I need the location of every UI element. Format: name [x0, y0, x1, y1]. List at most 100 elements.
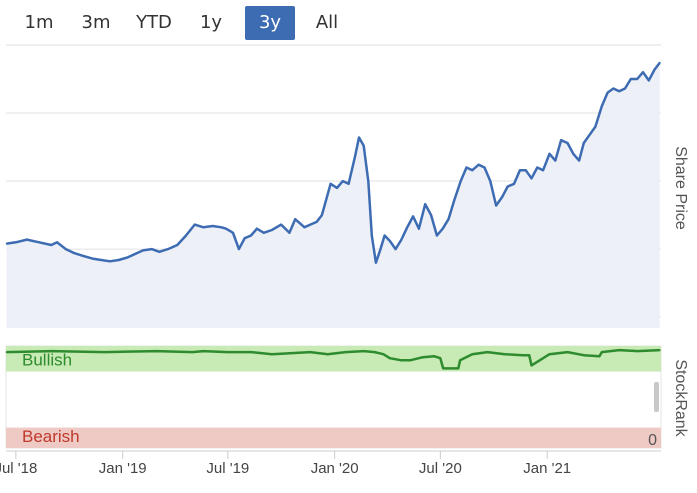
share-price-point [647, 79, 650, 82]
stockrank-point [422, 356, 424, 359]
share-price-point [238, 248, 240, 251]
stockrank-point [459, 359, 461, 362]
share-price-point [489, 180, 492, 183]
share-price-point [519, 169, 521, 172]
zone-band-bullish [6, 346, 661, 372]
share-price-point [400, 238, 403, 241]
stockrank-point [636, 350, 639, 352]
share-price-point [554, 159, 557, 162]
stockrank-point [373, 351, 376, 353]
share-price-point [202, 226, 205, 229]
share-price-point [135, 252, 138, 255]
range-button-1y[interactable]: 1y [199, 12, 223, 33]
share-price-point [354, 155, 356, 158]
stockrank-point [362, 350, 365, 352]
share-price-point [572, 152, 575, 155]
x-tick-label: Jul '20 [419, 460, 462, 477]
range-button-3m[interactable]: 3m [81, 12, 111, 33]
share-price-point [653, 68, 656, 71]
stockrank-point [344, 351, 347, 353]
stockrank-point [442, 367, 445, 370]
share-price-point [394, 248, 397, 251]
stockrank-panel-handle[interactable] [654, 382, 659, 412]
stockrank-point [521, 354, 524, 357]
stockrank-point [326, 353, 329, 356]
share-price-point [50, 244, 53, 246]
share-price-point [412, 215, 414, 218]
share-price-point [176, 244, 179, 246]
stockrank-point [103, 351, 106, 353]
zone-band-bearish [6, 427, 661, 448]
share-price-point [142, 249, 144, 252]
stockrank-point [566, 351, 569, 353]
share-price-point [506, 185, 509, 188]
range-button-all[interactable]: All [315, 12, 339, 33]
share-price-point [375, 261, 377, 264]
share-price-point [347, 182, 350, 185]
stockrank-point [382, 353, 385, 356]
share-price-point [588, 133, 591, 136]
share-price-point [117, 259, 120, 261]
share-price-point [243, 237, 246, 240]
share-price-point [321, 214, 323, 217]
stockrank-point [530, 364, 533, 367]
share-price-point [388, 240, 391, 242]
stockrank-point [291, 352, 294, 354]
share-price-point [38, 241, 40, 244]
range-selector: 1m 3m YTD 1y 3y All [0, 6, 400, 42]
share-price-point [336, 187, 338, 189]
stockrank-point [409, 359, 411, 362]
share-price-point [309, 223, 312, 226]
share-price-point [158, 250, 161, 253]
share-price-point [636, 78, 639, 80]
share-price-point [441, 227, 444, 230]
share-price-point [211, 225, 214, 227]
stockrank-y-tick-label: 0 [648, 432, 657, 449]
zone-label-bearish: Bearish [22, 427, 80, 446]
share-price-point [362, 144, 365, 147]
share-price-point [294, 218, 297, 221]
stockrank-point [51, 350, 53, 352]
stockrank-point [156, 350, 158, 352]
share-price-point [477, 163, 480, 166]
share-price-point [524, 169, 527, 172]
range-button-3y[interactable]: 3y [245, 6, 295, 40]
stockrank-point [457, 367, 460, 370]
share-price-point [56, 241, 58, 244]
stockrank-point [433, 355, 435, 358]
x-tick-label: Jul '18 [0, 460, 37, 477]
share-price-point [418, 227, 420, 230]
share-price-point [606, 91, 609, 94]
share-price-point [600, 105, 603, 108]
share-price-point [64, 248, 67, 251]
share-price-point [658, 61, 661, 64]
share-price-point [379, 248, 382, 251]
share-price-point [220, 226, 223, 229]
share-price-point [612, 87, 615, 90]
stockrank-point [439, 357, 442, 360]
share-price-point [536, 166, 539, 169]
stockrank-point [528, 354, 531, 357]
stockrank-point [250, 351, 252, 353]
stockrank-point [486, 351, 489, 353]
share-price-point [185, 234, 187, 237]
x-tick-label: Jan '21 [523, 460, 571, 477]
share-price-point [406, 226, 409, 229]
share-price-point [303, 226, 306, 229]
price-chart-panel: 50100150200 [5, 44, 661, 328]
stockrank-point [600, 351, 603, 353]
share-price-point [582, 142, 585, 144]
range-button-ytd[interactable]: YTD [136, 12, 172, 33]
stockrank-point [400, 359, 403, 362]
stockrank-point [582, 354, 585, 357]
x-axis: Jul '18 Jan '19 Jul '19 Jan '20 Jul '20 Jan '… [0, 450, 661, 477]
share-price-point [430, 214, 432, 217]
share-price-point [465, 166, 468, 169]
share-price-point [358, 136, 360, 139]
share-price-point [642, 71, 644, 74]
share-price-point [82, 255, 85, 257]
share-price-point [109, 260, 111, 263]
share-price-point [262, 231, 265, 234]
share-price-point [225, 227, 228, 230]
range-button-1m[interactable]: 1m [24, 12, 54, 33]
